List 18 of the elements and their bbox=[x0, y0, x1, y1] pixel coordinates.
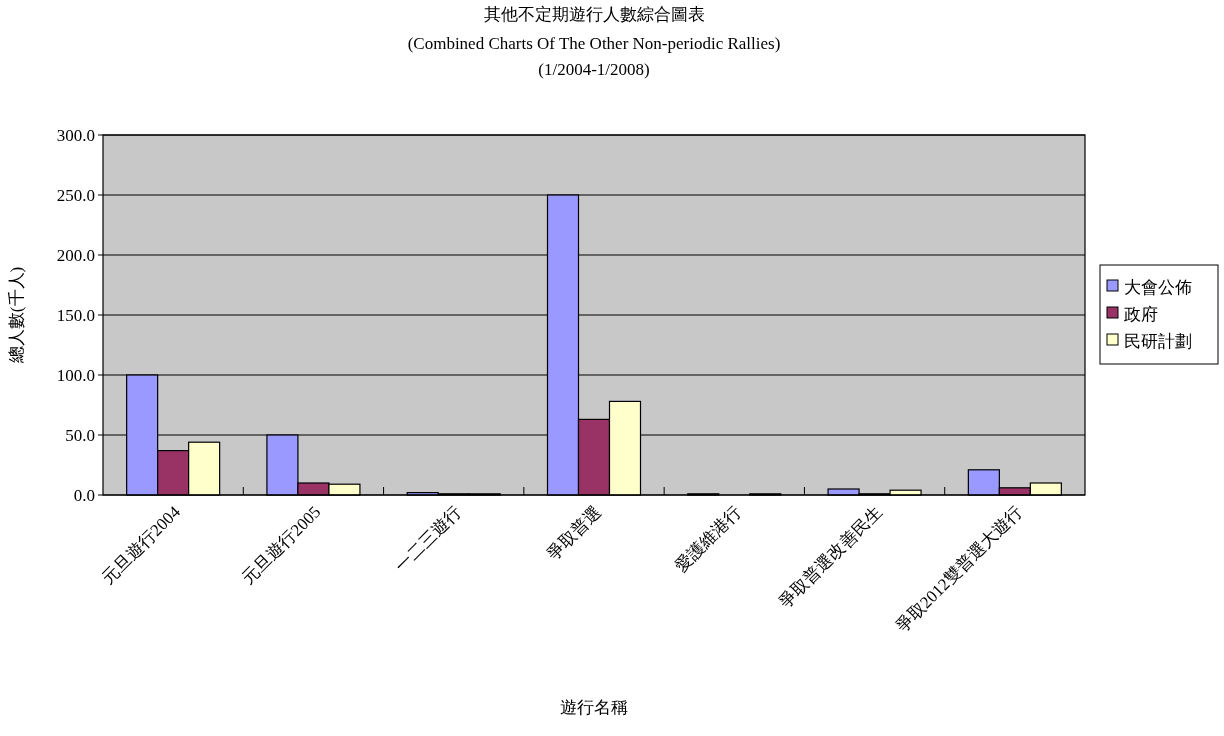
x-axis-title: 遊行名稱 bbox=[560, 698, 628, 717]
legend-label: 大會公佈 bbox=[1124, 278, 1192, 297]
legend-label: 政府 bbox=[1124, 305, 1158, 324]
chart-subtitle: (Combined Charts Of The Other Non-periodic Rallies) (1/2004-1/2008) bbox=[407, 34, 781, 79]
y-tick-label: 300.0 bbox=[56, 126, 95, 145]
y-tick-label: 0.0 bbox=[73, 486, 95, 505]
y-tick-label: 150.0 bbox=[56, 306, 95, 325]
y-axis-title: 總人數(千人) bbox=[7, 266, 26, 365]
y-tick-label: 250.0 bbox=[56, 186, 95, 205]
x-tick-label: 一二三遊行 bbox=[391, 502, 465, 576]
x-tick-label: 愛護維港行 bbox=[671, 502, 746, 576]
chart-title: 其他不定期遊行人數綜合圖表 bbox=[483, 5, 705, 24]
legend-label: 民研計劃 bbox=[1124, 332, 1192, 351]
y-tick-label: 50.0 bbox=[65, 426, 95, 445]
x-tick-label: 爭取普選 bbox=[543, 502, 605, 564]
y-tick-label: 200.0 bbox=[56, 246, 95, 265]
x-tick-label: 爭取普選改善民生 bbox=[775, 502, 886, 612]
y-tick-label: 100.0 bbox=[56, 366, 95, 385]
